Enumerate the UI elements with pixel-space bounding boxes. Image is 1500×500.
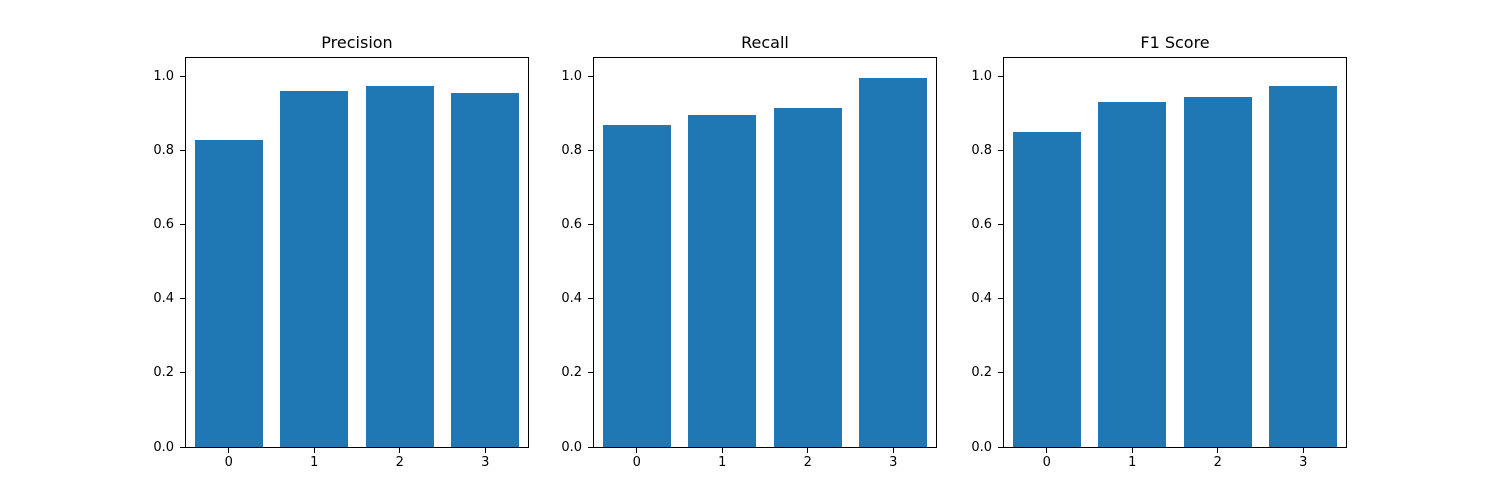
x-tick-mark [636,448,638,453]
bar-f1-score-0 [1012,132,1081,447]
y-tick-label: 0.2 [561,365,582,381]
y-tick-mark [180,76,185,78]
x-tick-label: 3 [481,455,490,470]
bar-f1-score-1 [1098,102,1167,447]
y-tick-mark [998,298,1003,300]
bar-f1-score-2 [1183,96,1252,447]
bar-precision-1 [280,91,349,447]
y-tick-label: 0.6 [153,217,174,233]
y-tick-label: 0.4 [971,291,992,307]
y-tick-mark [180,224,185,226]
y-tick-label: 1.0 [971,69,992,85]
recall-chart: Recall 0.0 0.2 0.4 0.6 0.8 1.0 0 1 2 3 [561,0,937,500]
plot-area: 0.0 0.2 0.4 0.6 0.8 1.0 0 1 2 3 [971,57,1347,470]
precision-chart: Precision 0.0 0.2 0.4 0.6 0.8 1.0 0 1 2 3 [153,0,529,500]
x-tick-label: 3 [889,455,898,470]
bar-recall-2 [773,108,842,447]
y-tick-mark [588,76,593,78]
plot-area: 0.0 0.2 0.4 0.6 0.8 1.0 0 1 2 3 [561,57,937,470]
y-tick-mark [998,76,1003,78]
x-tick-label: 2 [803,455,812,470]
x-tick-mark [892,448,894,453]
x-tick-label: 0 [224,455,233,470]
bar-f1-score-3 [1269,85,1338,447]
y-tick-mark [588,224,593,226]
y-tick-mark [998,150,1003,152]
x-tick-mark [399,448,401,453]
y-tick-label: 0.0 [971,439,992,455]
x-tick-label: 2 [395,455,404,470]
y-tick-label: 1.0 [153,69,174,85]
y-tick-label: 0.2 [153,365,174,381]
x-tick-label: 1 [1128,455,1137,470]
bar-recall-0 [602,124,671,447]
x-tick-mark [1131,448,1133,453]
x-tick-mark [721,448,723,453]
y-tick-mark [588,372,593,374]
x-tick-label: 0 [632,455,641,470]
y-tick-mark [180,372,185,374]
bar-precision-2 [365,85,434,447]
y-tick-mark [180,298,185,300]
y-tick-label: 0.0 [153,439,174,455]
y-tick-label: 0.4 [153,291,174,307]
y-tick-mark [588,150,593,152]
y-tick-mark [998,372,1003,374]
x-tick-mark [807,448,809,453]
y-tick-mark [180,446,185,448]
x-tick-mark [1046,448,1048,453]
y-tick-label: 0.8 [153,143,174,159]
x-tick-mark [484,448,486,453]
x-tick-label: 0 [1042,455,1051,470]
y-tick-label: 0.8 [561,143,582,159]
x-tick-label: 3 [1299,455,1308,470]
y-tick-mark [588,298,593,300]
x-tick-label: 2 [1213,455,1222,470]
bar-recall-3 [859,78,928,447]
chart-title: Recall [741,33,789,52]
y-tick-mark [998,446,1003,448]
y-tick-mark [998,224,1003,226]
y-tick-label: 0.2 [971,365,992,381]
x-tick-mark [1302,448,1304,453]
y-tick-label: 0.6 [971,217,992,233]
bar-precision-0 [194,139,263,447]
y-tick-label: 0.0 [561,439,582,455]
x-tick-label: 1 [718,455,727,470]
chart-title: Precision [321,33,393,52]
chart-title: F1 Score [1140,33,1210,52]
bar-recall-1 [688,115,757,447]
plot-area: 0.0 0.2 0.4 0.6 0.8 1.0 0 1 2 3 [153,57,529,470]
x-tick-mark [1217,448,1219,453]
x-tick-mark [228,448,230,453]
x-tick-label: 1 [310,455,319,470]
bar-precision-3 [451,93,520,447]
y-tick-label: 0.8 [971,143,992,159]
x-tick-mark [313,448,315,453]
y-tick-label: 0.4 [561,291,582,307]
y-tick-mark [588,446,593,448]
y-tick-label: 0.6 [561,217,582,233]
y-tick-label: 1.0 [561,69,582,85]
f1-score-chart: F1 Score 0.0 0.2 0.4 0.6 0.8 1.0 0 1 2 3 [971,0,1347,500]
y-tick-mark [180,150,185,152]
